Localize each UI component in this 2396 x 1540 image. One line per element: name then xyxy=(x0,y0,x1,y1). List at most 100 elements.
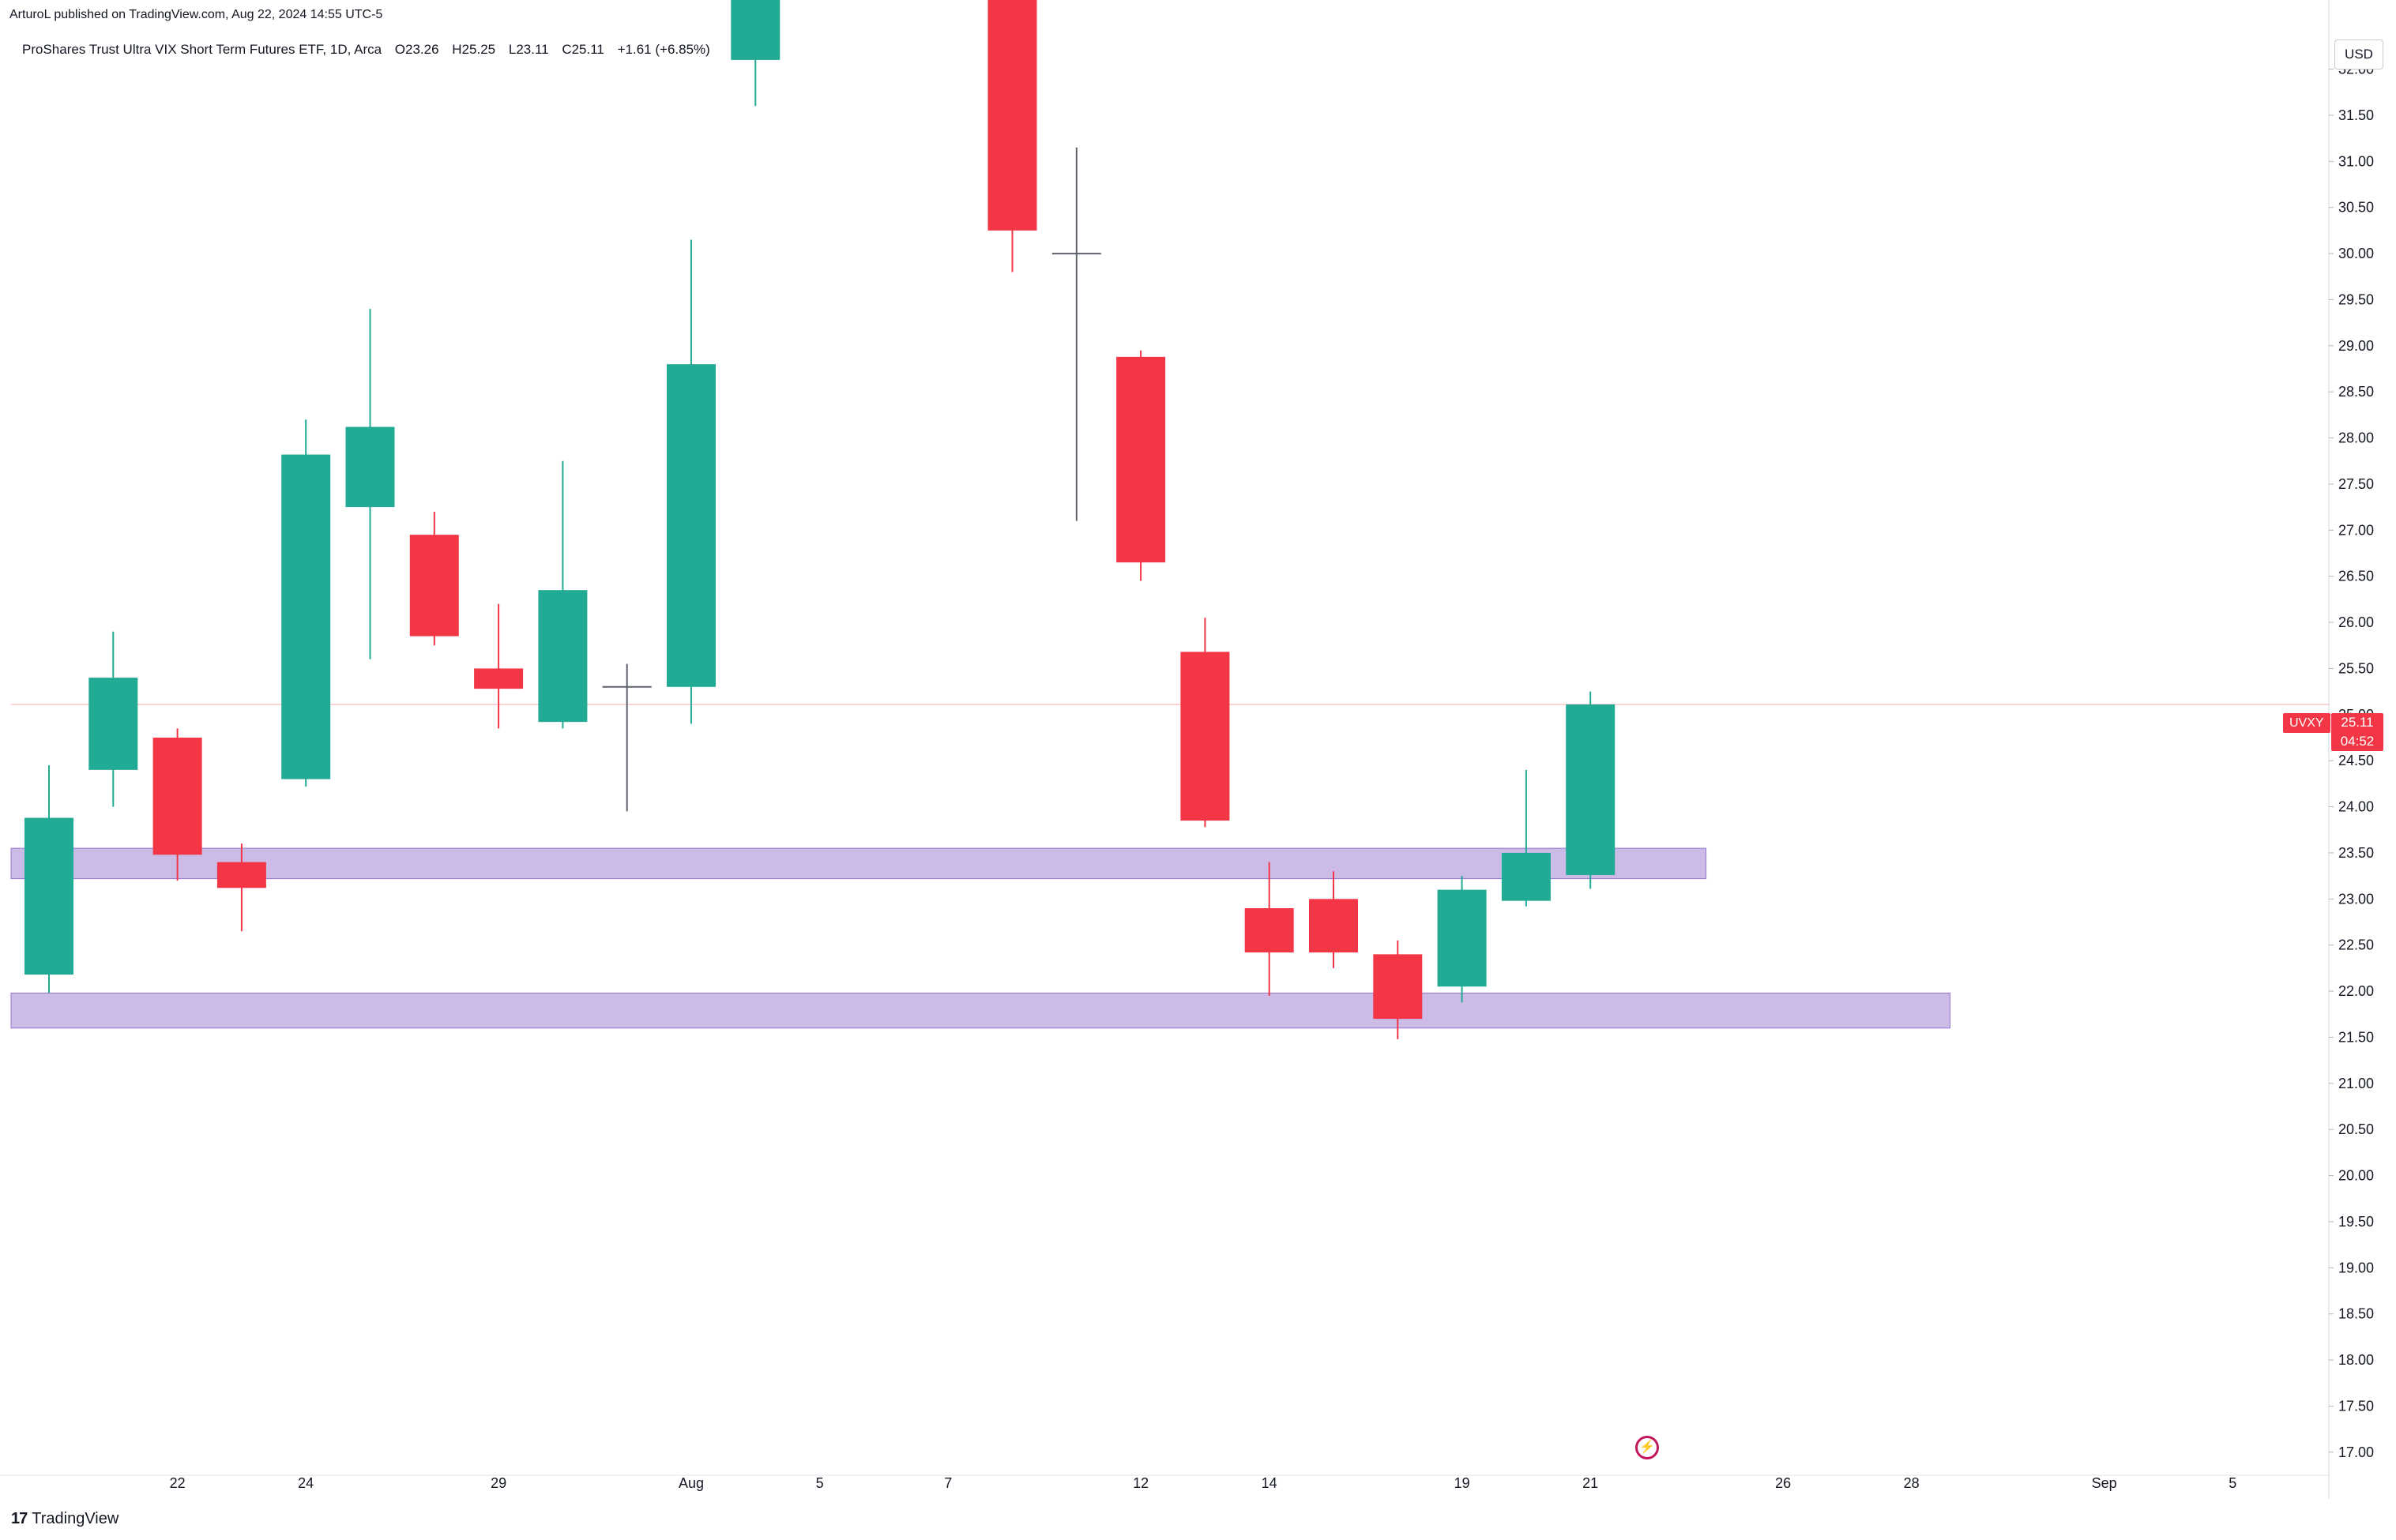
candle-body xyxy=(988,0,1037,231)
ohlc-low: L23.11 xyxy=(509,42,549,57)
price-tick-label: 25.50 xyxy=(2338,660,2374,676)
zone-rect[interactable] xyxy=(11,993,1950,1027)
price-tick-label: 20.50 xyxy=(2338,1121,2374,1137)
price-tick-label: 26.50 xyxy=(2338,569,2374,584)
last-price-value: 25.11 xyxy=(2331,713,2383,732)
price-tick-label: 17.50 xyxy=(2338,1398,2374,1414)
lightning-icon[interactable]: ⚡ xyxy=(1635,1436,1659,1459)
candle-body xyxy=(1502,853,1551,901)
price-tick-label: 30.00 xyxy=(2338,246,2374,261)
ohlc-change: +1.61 (+6.85%) xyxy=(618,42,710,57)
candle[interactable] xyxy=(88,632,137,807)
price-tick-label: 23.00 xyxy=(2338,891,2374,907)
candle-body xyxy=(346,427,395,508)
price-tick-label: 18.50 xyxy=(2338,1306,2374,1322)
time-tick-label: 29 xyxy=(491,1475,506,1491)
price-tick-label: 28.50 xyxy=(2338,384,2374,400)
candle[interactable] xyxy=(474,604,523,729)
price-tick-label: 27.50 xyxy=(2338,476,2374,492)
candle[interactable] xyxy=(1438,876,1487,1002)
candle-body xyxy=(1116,357,1165,562)
candle[interactable] xyxy=(1052,148,1101,521)
candle[interactable] xyxy=(24,765,73,993)
price-tick-label: 24.00 xyxy=(2338,799,2374,815)
candle-body xyxy=(410,535,459,636)
price-tick-label: 21.00 xyxy=(2338,1076,2374,1091)
support-zones xyxy=(11,848,1950,1028)
time-tick-label: 5 xyxy=(2229,1475,2236,1491)
candle-body xyxy=(1245,908,1294,952)
bar-countdown: 04:52 xyxy=(2331,732,2383,751)
price-tick-label: 27.00 xyxy=(2338,522,2374,538)
price-tick-label: 26.00 xyxy=(2338,614,2374,630)
candles xyxy=(24,0,1615,1039)
price-tick-label: 22.00 xyxy=(2338,983,2374,999)
time-tick-label: 5 xyxy=(816,1475,824,1491)
price-tick-label: 31.00 xyxy=(2338,153,2374,169)
ohlc-high: H25.25 xyxy=(452,42,495,57)
candle-body xyxy=(474,668,523,689)
symbol-price-tag: UVXY xyxy=(2283,713,2330,733)
candle[interactable] xyxy=(538,461,587,729)
time-tick-label: 7 xyxy=(944,1475,952,1491)
price-tick-label: 31.50 xyxy=(2338,107,2374,123)
price-tick-label: 20.00 xyxy=(2338,1168,2374,1184)
candle-body xyxy=(1566,704,1615,875)
candle[interactable] xyxy=(410,512,459,645)
candle-body xyxy=(667,364,716,687)
price-tick-label: 19.50 xyxy=(2338,1214,2374,1230)
price-tick-label: 30.50 xyxy=(2338,200,2374,216)
candle-body xyxy=(1180,652,1229,821)
time-tick-label: 26 xyxy=(1775,1475,1791,1491)
candle[interactable] xyxy=(1502,770,1551,907)
candle-body xyxy=(538,590,587,722)
candle[interactable] xyxy=(667,240,716,724)
publisher-line: ArturoL published on TradingView.com, Au… xyxy=(9,8,382,22)
candle[interactable] xyxy=(1245,862,1294,996)
currency-button[interactable]: USD xyxy=(2334,39,2383,69)
candle-body xyxy=(731,0,780,60)
candle-body xyxy=(1373,954,1422,1019)
candle[interactable] xyxy=(281,419,330,787)
symbol-name: ProShares Trust Ultra VIX Short Term Fut… xyxy=(22,42,382,57)
ohlc-close: C25.11 xyxy=(562,42,604,57)
price-tick-label: 19.00 xyxy=(2338,1260,2374,1275)
candle[interactable] xyxy=(346,309,395,659)
price-tick-label: 22.50 xyxy=(2338,937,2374,953)
candle[interactable] xyxy=(988,0,1037,272)
price-tick-label: 18.00 xyxy=(2338,1352,2374,1368)
time-tick-label: 14 xyxy=(1262,1475,1277,1491)
price-tick-label: 28.00 xyxy=(2338,430,2374,446)
candle[interactable] xyxy=(1180,618,1229,827)
candle-body xyxy=(281,455,330,779)
time-tick-label: 28 xyxy=(1904,1475,1920,1491)
candle-body xyxy=(1309,899,1358,952)
price-tick-label: 29.00 xyxy=(2338,338,2374,354)
ohlc-open: O23.26 xyxy=(395,42,439,57)
time-tick-label: 19 xyxy=(1454,1475,1470,1491)
time-tick-label: 24 xyxy=(298,1475,314,1491)
tradingview-logo-icon: 17 xyxy=(11,1510,27,1528)
time-tick-label: 12 xyxy=(1133,1475,1149,1491)
price-axis: 17.00 17.50 18.00 18.50 19.00 19.50 20.00 20.50… xyxy=(2329,62,2374,1460)
time-tick-label: Sep xyxy=(2092,1475,2117,1491)
time-axis: 222429Aug57121419212628Sep5 xyxy=(170,1475,2237,1491)
time-tick-label: 21 xyxy=(1582,1475,1598,1491)
candle[interactable] xyxy=(1116,351,1165,581)
last-price-tag: 25.11 04:52 xyxy=(2331,713,2383,751)
candle[interactable] xyxy=(1309,871,1358,968)
price-tick-label: 24.50 xyxy=(2338,753,2374,768)
candle[interactable] xyxy=(603,664,652,812)
time-tick-label: 22 xyxy=(170,1475,186,1491)
candle-body xyxy=(24,818,73,975)
candle[interactable] xyxy=(1566,692,1615,889)
price-tick-label: 29.50 xyxy=(2338,291,2374,307)
symbol-info: ProShares Trust Ultra VIX Short Term Fut… xyxy=(22,42,720,58)
candle-body xyxy=(88,678,137,770)
candle-body xyxy=(1438,890,1487,987)
footer-brand[interactable]: 17 TradingView xyxy=(11,1510,118,1528)
candle-body xyxy=(217,862,266,888)
price-tick-label: 17.00 xyxy=(2338,1444,2374,1460)
candle[interactable] xyxy=(731,0,780,106)
